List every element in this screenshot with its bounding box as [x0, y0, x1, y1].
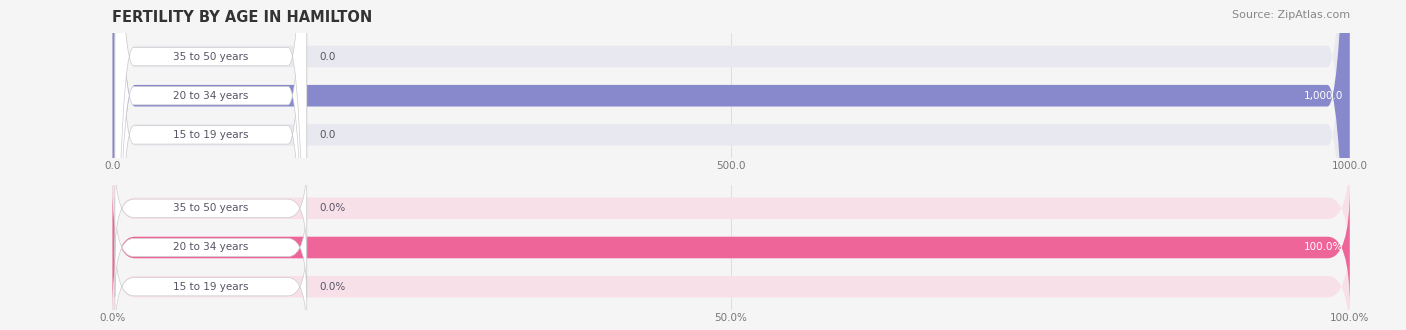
FancyBboxPatch shape [115, 0, 307, 330]
Text: 20 to 34 years: 20 to 34 years [173, 91, 249, 101]
FancyBboxPatch shape [115, 198, 307, 297]
Text: 100.0%: 100.0% [1305, 243, 1344, 252]
Text: 0.0: 0.0 [319, 51, 336, 61]
Text: 20 to 34 years: 20 to 34 years [173, 243, 249, 252]
Text: FERTILITY BY AGE IN HAMILTON: FERTILITY BY AGE IN HAMILTON [112, 10, 373, 25]
FancyBboxPatch shape [112, 0, 1350, 330]
FancyBboxPatch shape [115, 159, 307, 258]
Text: 0.0%: 0.0% [319, 203, 346, 213]
FancyBboxPatch shape [112, 0, 1350, 330]
FancyBboxPatch shape [112, 0, 1350, 330]
FancyBboxPatch shape [112, 227, 1350, 330]
FancyBboxPatch shape [115, 0, 307, 330]
Text: Source: ZipAtlas.com: Source: ZipAtlas.com [1232, 10, 1350, 20]
Text: 35 to 50 years: 35 to 50 years [173, 203, 249, 213]
Text: 0.0%: 0.0% [319, 282, 346, 292]
Text: 15 to 19 years: 15 to 19 years [173, 282, 249, 292]
Text: 15 to 19 years: 15 to 19 years [173, 130, 249, 140]
FancyBboxPatch shape [112, 188, 1350, 307]
Text: 35 to 50 years: 35 to 50 years [173, 51, 249, 61]
FancyBboxPatch shape [115, 237, 307, 330]
Text: 1,000.0: 1,000.0 [1305, 91, 1344, 101]
FancyBboxPatch shape [112, 188, 1350, 307]
Text: 0.0: 0.0 [319, 130, 336, 140]
FancyBboxPatch shape [115, 0, 307, 330]
FancyBboxPatch shape [112, 0, 1350, 330]
FancyBboxPatch shape [112, 148, 1350, 268]
